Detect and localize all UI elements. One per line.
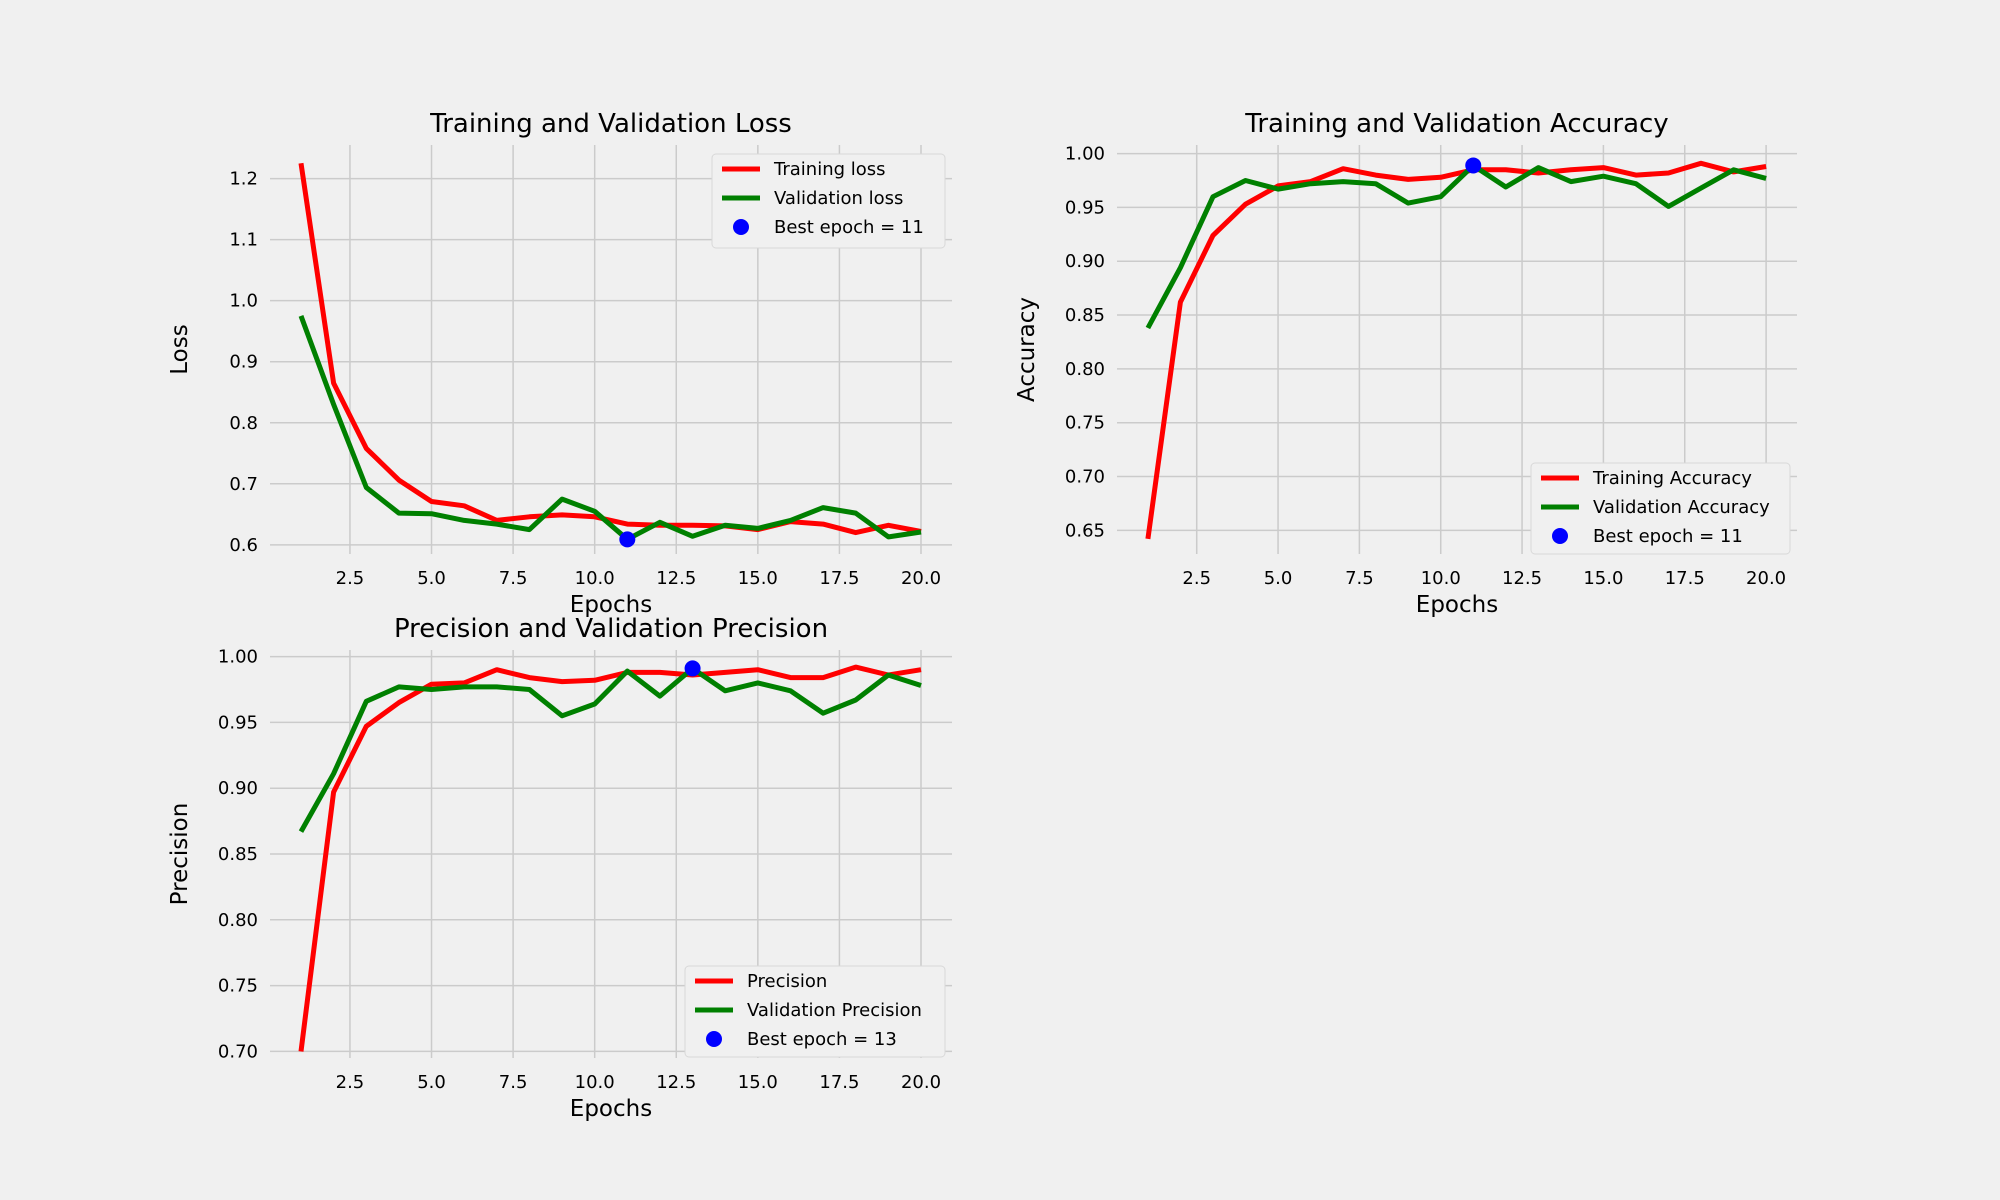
series-line-validation xyxy=(298,315,922,542)
x-axis-label: Epochs xyxy=(1416,592,1498,618)
legend-box xyxy=(684,965,946,1058)
legend-box xyxy=(711,153,946,249)
y-tick-label: 0.75 xyxy=(1065,413,1105,434)
y-tick-label: 1.0 xyxy=(229,291,258,312)
y-tick-label: 0.95 xyxy=(218,712,258,733)
legend-label: Best epoch = 11 xyxy=(1593,526,1743,547)
x-tick-label: 17.5 xyxy=(819,568,859,589)
y-tick-label: 0.7 xyxy=(229,474,258,495)
chart-1: 2.5 5.0 7.5 10.0 12.5 15.0 17.5 20.0 0.65 0.70 0.7… xyxy=(1014,109,1797,618)
y-tick-label: 0.6 xyxy=(229,535,258,556)
legend-swatch-dot xyxy=(706,1031,722,1047)
legend-label: Training Accuracy xyxy=(1592,468,1752,489)
x-tick-label: 2.5 xyxy=(336,568,365,589)
y-tick-label: 0.70 xyxy=(1065,467,1105,488)
chart-0: 2.5 5.0 7.5 10.0 12.5 15.0 17.5 20.0 0.6 0.7 0.8 0.… xyxy=(167,109,952,618)
best-epoch-point xyxy=(619,531,636,548)
x-tick-label: 17.5 xyxy=(819,1072,859,1093)
legend-box xyxy=(1530,462,1791,555)
y-tick-label: 0.90 xyxy=(1065,251,1105,272)
y-axis-label: Precision xyxy=(167,803,193,906)
legend-label: Precision xyxy=(747,971,827,992)
x-tick-label: 7.5 xyxy=(499,1072,528,1093)
series-line-training xyxy=(298,162,922,536)
y-tick-label: 0.70 xyxy=(218,1041,258,1062)
y-tick-label: 0.65 xyxy=(1065,520,1105,541)
series-line-validation xyxy=(1145,163,1767,330)
legend-label: Validation Precision xyxy=(747,1000,922,1021)
chart-2: 2.5 5.0 7.5 10.0 12.5 15.0 17.5 20.0 0.70 0.75 0.8… xyxy=(167,614,952,1122)
x-tick-label: 10.0 xyxy=(575,1072,615,1093)
y-tick-label: 0.75 xyxy=(218,976,258,997)
y-tick-label: 1.00 xyxy=(1065,144,1105,165)
y-tick-label: 0.85 xyxy=(218,844,258,865)
y-tick-label: 0.9 xyxy=(229,352,258,373)
x-tick-label: 5.0 xyxy=(1264,568,1293,589)
best-epoch-point xyxy=(1465,157,1482,174)
series-line-training xyxy=(1145,160,1767,540)
y-axis-label: Loss xyxy=(167,324,193,374)
legend: Training Accuracy Validation Accuracy Best… xyxy=(1530,462,1791,555)
x-tick-label: 7.5 xyxy=(499,568,528,589)
y-axis-label: Accuracy xyxy=(1014,297,1040,402)
legend-label: Best epoch = 13 xyxy=(747,1029,897,1050)
chart-title: Training and Validation Loss xyxy=(429,109,792,139)
x-tick-label: 2.5 xyxy=(336,1072,365,1093)
y-tick-label: 1.00 xyxy=(218,647,258,668)
y-tick-label: 1.2 xyxy=(229,169,258,190)
x-tick-label: 20.0 xyxy=(901,568,941,589)
series-line-validation xyxy=(298,665,922,833)
legend-swatch-dot xyxy=(1552,528,1568,544)
x-tick-label: 20.0 xyxy=(1746,568,1786,589)
y-tick-label: 0.8 xyxy=(229,413,258,434)
x-tick-label: 15.0 xyxy=(738,1072,778,1093)
y-tick-label: 0.85 xyxy=(1065,305,1105,326)
x-axis-label: Epochs xyxy=(570,1096,652,1122)
x-tick-label: 10.0 xyxy=(575,568,615,589)
y-tick-label: 0.80 xyxy=(1065,359,1105,380)
x-tick-label: 17.5 xyxy=(1665,568,1705,589)
legend-label: Best epoch = 11 xyxy=(774,217,924,238)
x-tick-label: 2.5 xyxy=(1182,568,1211,589)
x-tick-label: 10.0 xyxy=(1421,568,1461,589)
x-tick-label: 20.0 xyxy=(901,1072,941,1093)
x-tick-label: 7.5 xyxy=(1345,568,1374,589)
legend-label: Training loss xyxy=(773,159,886,180)
x-tick-label: 15.0 xyxy=(738,568,778,589)
x-tick-label: 15.0 xyxy=(1583,568,1623,589)
x-tick-label: 5.0 xyxy=(417,1072,446,1093)
x-tick-label: 12.5 xyxy=(1502,568,1542,589)
x-tick-label: 5.0 xyxy=(417,568,446,589)
legend-label: Validation Accuracy xyxy=(1593,497,1770,518)
legend: Precision Validation Precision Best epoch … xyxy=(684,965,946,1058)
series-line-training xyxy=(298,664,922,1052)
y-tick-label: 0.95 xyxy=(1065,197,1105,218)
chart-title: Precision and Validation Precision xyxy=(394,614,828,644)
best-epoch-point xyxy=(684,660,701,677)
x-tick-label: 12.5 xyxy=(656,568,696,589)
y-tick-label: 1.1 xyxy=(229,230,258,251)
x-tick-label: 12.5 xyxy=(656,1072,696,1093)
legend-label: Validation loss xyxy=(774,188,903,209)
x-axis-label: Epochs xyxy=(570,592,652,618)
legend: Training loss Validation loss Best epoch =… xyxy=(711,153,946,249)
y-tick-label: 0.90 xyxy=(218,778,258,799)
chart-title: Training and Validation Accuracy xyxy=(1244,109,1668,139)
legend-swatch-dot xyxy=(733,219,749,235)
y-tick-label: 0.80 xyxy=(218,910,258,931)
